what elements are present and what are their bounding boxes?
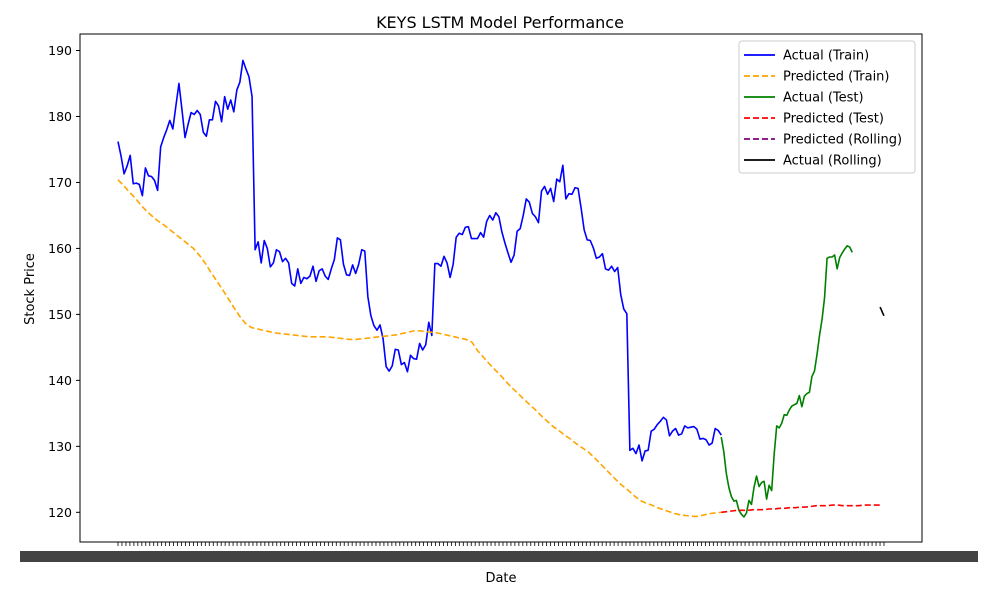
series-line-actual-test bbox=[720, 244, 853, 518]
series-line-predicted-test bbox=[721, 504, 881, 514]
legend-label-predicted-train: Predicted (Train) bbox=[783, 70, 890, 85]
legend-label-predicted-test: Predicted (Test) bbox=[783, 112, 884, 127]
plot-frame bbox=[79, 33, 923, 543]
y-tick-label: 150 bbox=[48, 307, 72, 322]
y-axis: 120 130 140 150 160 170 180 190 bbox=[48, 43, 80, 520]
x-tick-label-band bbox=[20, 551, 978, 562]
series-line-predicted-train bbox=[117, 179, 722, 518]
x-axis-label: Date bbox=[485, 571, 516, 586]
series-layer bbox=[117, 59, 885, 518]
y-tick-label: 180 bbox=[48, 109, 72, 124]
y-tick-label: 130 bbox=[48, 439, 72, 454]
legend-label-actual-rolling: Actual (Rolling) bbox=[783, 154, 882, 169]
y-tick-label: 170 bbox=[48, 175, 72, 190]
x-axis bbox=[20, 542, 978, 562]
legend-label-actual-train: Actual (Train) bbox=[783, 49, 869, 64]
chart-title: KEYS LSTM Model Performance bbox=[376, 13, 624, 32]
legend: Actual (Train) Predicted (Train) Actual (T… bbox=[738, 40, 916, 174]
y-axis-label: Stock Price bbox=[23, 253, 38, 325]
legend-label-predicted-rolling: Predicted (Rolling) bbox=[783, 133, 902, 148]
y-tick-label: 160 bbox=[48, 241, 72, 256]
y-tick-label: 190 bbox=[48, 43, 72, 58]
series-line-actual-rolling bbox=[879, 306, 885, 317]
legend-box bbox=[738, 40, 916, 174]
y-tick-label: 120 bbox=[48, 505, 72, 520]
legend-label-actual-test: Actual (Test) bbox=[783, 91, 864, 106]
y-tick-label: 140 bbox=[48, 373, 72, 388]
series-line-actual-train bbox=[117, 59, 722, 462]
